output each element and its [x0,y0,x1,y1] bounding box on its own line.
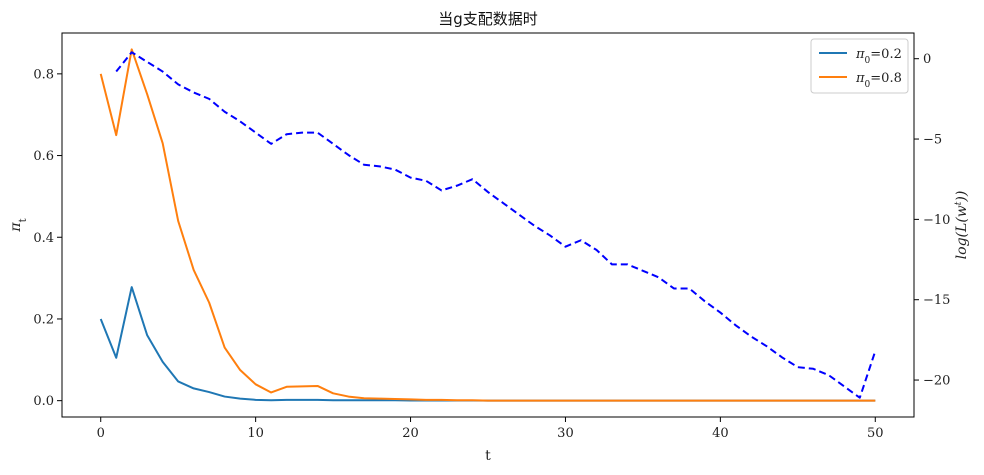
y-axis-title: πt [8,218,29,232]
y-axis-title-main: π [8,222,24,233]
y-tick-label: 0.8 [33,67,54,82]
x-tick-label: 30 [557,426,574,441]
series-line-1 [99,48,876,402]
series-line-2 [115,51,877,399]
y-axis-title-sub: t [18,218,29,222]
plot-area [99,48,877,402]
chart-title: 当g支配数据时 [438,10,538,28]
y2-axis-title: log(L(wt)) [954,191,970,260]
x-tick-label: 20 [402,426,419,441]
legend-label-pi0-0.8: π0=0.8 [855,71,902,90]
legend-label-pi0-0.8-sub: 0 [865,80,871,90]
legend-label-pi0-0.2-rest: =0.2 [870,47,902,62]
y2-axis-title-main: log(L(w [954,205,970,259]
legend: π0=0.2 π0=0.8 [810,38,909,94]
y2-tick-label: −15 [923,293,950,308]
axes: 0 10 20 30 40 50 0.0 0.2 0.4 0.6 0.8 0 −5 −10 −15 −20 [33,52,950,441]
y2-tick-label: −5 [923,133,942,148]
y2-tick-label: −20 [923,374,950,389]
legend-label-pi0-0.2-main: π [855,47,865,62]
legend-label-pi0-0.8-rest: =0.8 [870,71,902,86]
x-axis-title: t [485,448,491,464]
legend-label-pi0-0.8-main: π [855,71,865,86]
x-tick-label: 40 [712,426,729,441]
y2-axis-title-sup: t [954,201,964,205]
y-tick-label: 0.6 [33,149,54,164]
y-tick-label: 0.2 [33,312,54,327]
x-tick-label: 50 [867,426,884,441]
plot-frame [61,32,915,418]
y2-tick-label: 0 [923,52,931,67]
legend-label-pi0-0.2-sub: 0 [865,56,871,66]
y-tick-label: 0.0 [33,394,54,409]
x-tick-label: 0 [97,426,105,441]
y2-axis-title-end: )) [954,191,970,203]
x-tick-label: 10 [247,426,264,441]
y2-tick-label: −10 [923,213,950,228]
legend-label-pi0-0.2: π0=0.2 [855,47,902,66]
y-tick-label: 0.4 [33,231,54,246]
